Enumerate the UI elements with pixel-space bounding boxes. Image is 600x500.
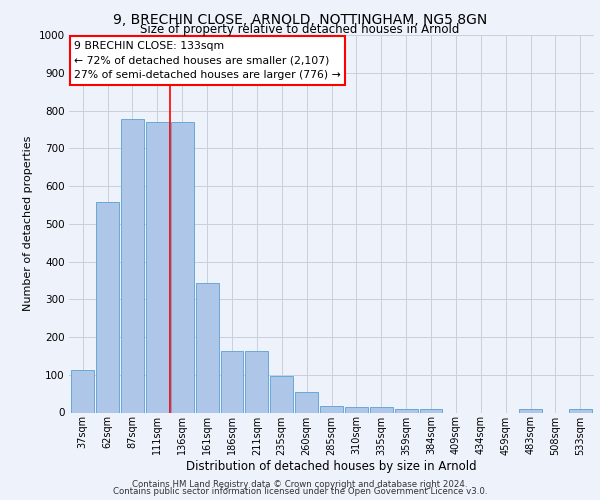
Bar [171, 122, 194, 412]
Bar [519, 410, 542, 412]
Text: Contains public sector information licensed under the Open Government Licence v3: Contains public sector information licen… [113, 487, 487, 496]
Text: 9 BRECHIN CLOSE: 133sqm
← 72% of detached houses are smaller (2,107)
27% of semi: 9 BRECHIN CLOSE: 133sqm ← 72% of detache… [74, 40, 341, 80]
Bar [245, 351, 268, 412]
Text: 9, BRECHIN CLOSE, ARNOLD, NOTTINGHAM, NG5 8GN: 9, BRECHIN CLOSE, ARNOLD, NOTTINGHAM, NG… [113, 12, 487, 26]
Bar [146, 122, 169, 412]
Bar [370, 407, 393, 412]
X-axis label: Distribution of detached houses by size in Arnold: Distribution of detached houses by size … [186, 460, 477, 473]
Y-axis label: Number of detached properties: Number of detached properties [23, 136, 33, 312]
Bar [419, 408, 442, 412]
Bar [295, 392, 318, 412]
Bar [569, 410, 592, 412]
Bar [71, 370, 94, 412]
Bar [196, 283, 218, 412]
Bar [395, 408, 418, 412]
Bar [320, 406, 343, 412]
Bar [96, 202, 119, 412]
Text: Contains HM Land Registry data © Crown copyright and database right 2024.: Contains HM Land Registry data © Crown c… [132, 480, 468, 489]
Bar [121, 119, 144, 412]
Bar [270, 376, 293, 412]
Bar [345, 407, 368, 412]
Bar [221, 351, 244, 412]
Text: Size of property relative to detached houses in Arnold: Size of property relative to detached ho… [140, 22, 460, 36]
